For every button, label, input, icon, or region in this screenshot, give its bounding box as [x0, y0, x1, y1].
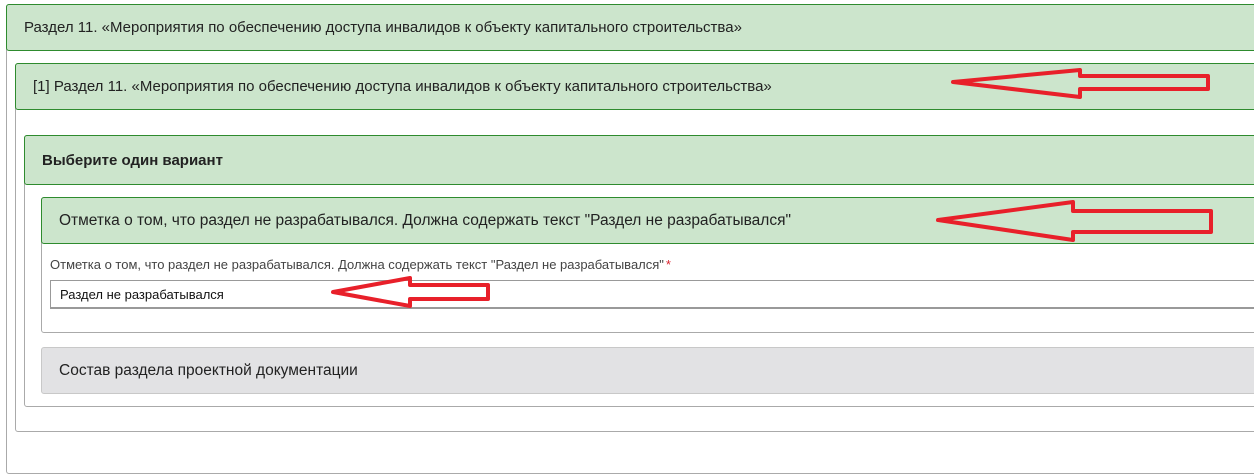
choice-title: Выберите один вариант: [42, 151, 223, 169]
choice-header: Выберите один вариант: [24, 135, 1254, 185]
no-development-field[interactable]: [50, 280, 1254, 309]
required-mark: *: [665, 257, 671, 272]
option-header[interactable]: Отметка о том, что раздел не разрабатыва…: [41, 197, 1254, 244]
field-label-text: Отметка о том, что раздел не разрабатыва…: [50, 257, 664, 272]
composition-header[interactable]: Состав раздела проектной документации: [41, 347, 1254, 394]
composition-title: Состав раздела проектной документации: [59, 361, 358, 379]
arrow-left-icon: [936, 200, 1213, 242]
item-header[interactable]: [1] Раздел 11. «Мероприятия по обеспечен…: [15, 63, 1254, 110]
arrow-left-icon: [951, 68, 1210, 99]
item-title: [1] Раздел 11. «Мероприятия по обеспечен…: [33, 78, 772, 95]
arrow-left-icon: [331, 276, 490, 308]
option-title: Отметка о том, что раздел не разрабатыва…: [59, 211, 791, 229]
section-header[interactable]: Раздел 11. «Мероприятия по обеспечению д…: [6, 4, 1254, 51]
section-title: Раздел 11. «Мероприятия по обеспечению д…: [24, 19, 742, 36]
field-label: Отметка о том, что раздел не разрабатыва…: [50, 257, 671, 272]
annotation-layer: [331, 68, 1213, 308]
